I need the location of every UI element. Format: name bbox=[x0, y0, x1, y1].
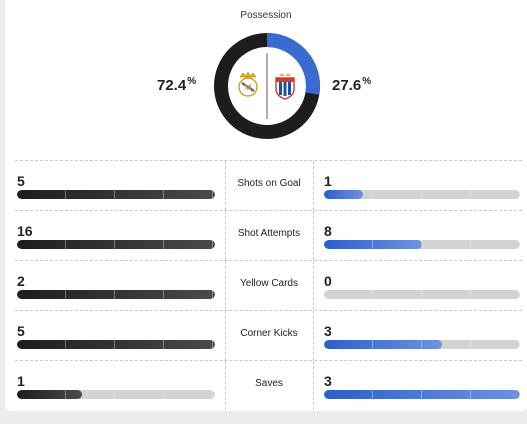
stat-row: 1 Saves 3 bbox=[15, 360, 522, 410]
stat-home-bar bbox=[17, 240, 215, 249]
stat-away-bar-fill bbox=[324, 240, 422, 249]
percent-unit: % bbox=[362, 76, 372, 87]
stat-away-bar bbox=[324, 190, 520, 199]
stat-away-bar bbox=[324, 240, 520, 249]
stat-home-bar-fill bbox=[17, 390, 83, 399]
stat-label: Yellow Cards bbox=[240, 278, 298, 289]
possession-donut: M bbox=[214, 33, 320, 139]
espanyol-crest-icon bbox=[275, 73, 295, 100]
possession-away-value: 27.6 bbox=[332, 77, 362, 94]
stat-away-bar bbox=[324, 390, 520, 399]
stat-home-value: 1 bbox=[17, 373, 25, 389]
stat-away-value: 0 bbox=[324, 273, 332, 289]
svg-text:M: M bbox=[244, 83, 252, 92]
stat-away-value: 8 bbox=[324, 223, 332, 239]
stat-label: Saves bbox=[255, 378, 283, 389]
stat-away-bar bbox=[324, 340, 520, 349]
stat-row: 5 Shots on Goal 1 bbox=[15, 160, 522, 210]
possession-away-percent: 27.6% bbox=[332, 76, 371, 94]
stat-away-bar bbox=[324, 290, 520, 299]
stat-home-bar-fill bbox=[17, 240, 215, 249]
stat-away-value: 1 bbox=[324, 173, 332, 189]
stat-home-value: 5 bbox=[17, 173, 25, 189]
stat-home-bar bbox=[17, 340, 215, 349]
possession-away-arc bbox=[214, 33, 320, 139]
stat-away-bar-fill bbox=[324, 190, 364, 199]
possession-home-percent: 72.4% bbox=[157, 76, 196, 94]
stat-home-bar bbox=[17, 290, 215, 299]
stat-home-bar bbox=[17, 390, 215, 399]
possession-title: Possession bbox=[240, 10, 292, 21]
stat-away-bar-fill bbox=[324, 340, 442, 349]
percent-unit: % bbox=[187, 76, 197, 87]
possession-home-value: 72.4 bbox=[157, 77, 187, 94]
stat-row: 5 Corner Kicks 3 bbox=[15, 310, 522, 360]
stat-away-value: 3 bbox=[324, 323, 332, 339]
stat-away-value: 3 bbox=[324, 373, 332, 389]
stats-table: 5 Shots on Goal 1 16 Shot Attempts 8 2 Y… bbox=[15, 160, 522, 410]
stat-home-bar bbox=[17, 190, 215, 199]
stat-home-bar-fill bbox=[17, 340, 215, 349]
stat-label: Shot Attempts bbox=[237, 228, 301, 239]
stat-home-value: 2 bbox=[17, 273, 25, 289]
stat-home-bar-fill bbox=[17, 290, 215, 299]
match-stats-card: Possession M 72.4% 27.6% 5 Sho bbox=[5, 0, 527, 411]
stat-label: Corner Kicks bbox=[240, 328, 298, 339]
stat-home-value: 16 bbox=[17, 223, 33, 239]
stat-away-bar-fill bbox=[324, 390, 520, 399]
stat-home-value: 5 bbox=[17, 323, 25, 339]
stat-row: 16 Shot Attempts 8 bbox=[15, 210, 522, 260]
stat-row: 2 Yellow Cards 0 bbox=[15, 260, 522, 310]
stat-home-bar-fill bbox=[17, 190, 215, 199]
stat-label: Shots on Goal bbox=[237, 178, 301, 189]
real-madrid-crest-icon: M bbox=[238, 71, 258, 97]
